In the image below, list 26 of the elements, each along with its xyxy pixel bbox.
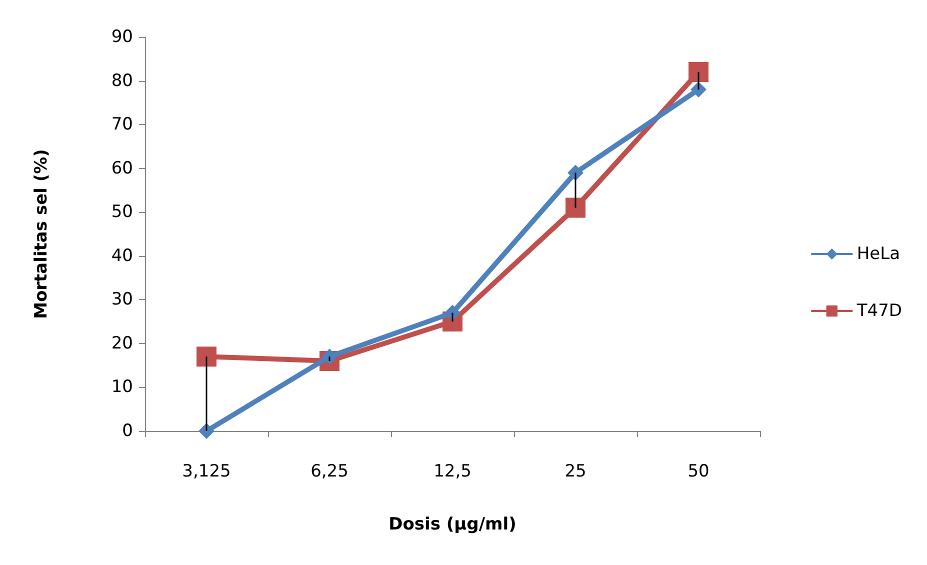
y-tick-label: 90 xyxy=(111,27,133,47)
y-tick-label: 10 xyxy=(111,377,133,398)
y-tick-label: 50 xyxy=(111,202,133,222)
point xyxy=(196,346,216,367)
x-tick-label: 6,25 xyxy=(310,462,348,482)
legend-label: T47D xyxy=(856,301,902,321)
point xyxy=(566,198,586,218)
point xyxy=(568,164,584,181)
point xyxy=(444,304,460,321)
point xyxy=(198,423,214,439)
x-tick-label: 50 xyxy=(688,462,710,482)
y-tick-label: 70 xyxy=(111,114,133,135)
y-tick-label: 30 xyxy=(111,290,133,310)
y-tick-label: 20 xyxy=(111,333,133,354)
x-axis-title: Dosis (µg/ml) xyxy=(388,514,516,534)
x-tick-label: 3,125 xyxy=(182,462,231,482)
y-axis-title: Mortalitas sel (%) xyxy=(32,149,52,319)
y-tick-label: 60 xyxy=(111,158,133,178)
point xyxy=(690,82,706,98)
legend-label: HeLa xyxy=(856,244,900,264)
x-tick-label: 25 xyxy=(564,462,586,482)
y-tick-label: 40 xyxy=(111,246,133,266)
point xyxy=(688,62,708,82)
x-tick-label: 12,5 xyxy=(434,462,472,482)
y-tick-label: 80 xyxy=(111,70,133,91)
y-tick-label: 0 xyxy=(122,421,133,441)
